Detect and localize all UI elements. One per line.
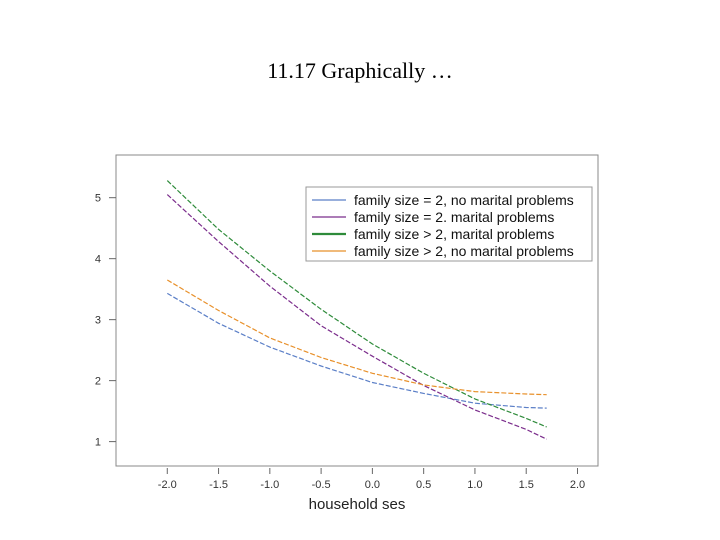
legend-label: family size = 2, no marital problems [354,192,574,208]
legend: family size = 2, no marital problemsfami… [305,186,593,262]
legend-label: family size > 2, no marital problems [354,243,574,259]
series-line [166,194,547,440]
y-axis: 1 2 3 4 5 [95,193,116,449]
legend-box [305,186,593,262]
x-tick-label: 1.5 [519,479,534,491]
x-axis-title: household ses [309,496,406,513]
x-tick-label: -2.0 [158,479,177,491]
x-tick-label: 1.0 [467,479,482,491]
y-tick-label: 3 [95,315,101,327]
legend-label: family size = 2. marital problems [354,209,554,225]
y-tick-label: 4 [95,254,101,266]
x-tick-label: 0.0 [365,479,380,491]
y-tick-label: 1 [95,437,101,449]
x-tick-label: 2.0 [570,479,585,491]
slide-title: 11.17 Graphically … [267,58,453,83]
x-tick-label: -1.5 [209,479,228,491]
x-axis: -2.0 -1.5 -1.0 -0.5 0.0 0.5 1.0 1.5 2.0 [158,468,585,491]
x-tick-label: -1.0 [260,479,279,491]
legend-label: family size > 2, marital problems [354,226,554,242]
series-line [166,180,547,428]
plot-frame [115,154,599,467]
y-tick-label: 2 [95,376,101,388]
series-lines [166,180,547,440]
series-line [166,279,547,396]
x-tick-label: 0.5 [416,479,431,491]
y-tick-label: 5 [95,193,101,205]
x-tick-label: -0.5 [312,479,331,491]
series-line [166,292,547,409]
